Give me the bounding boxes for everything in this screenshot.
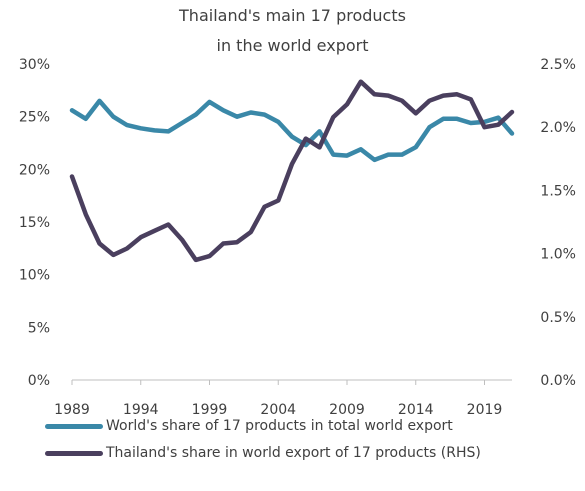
x-tick-label: 2014 [398, 402, 434, 418]
y-left-tick-label: 20% [19, 162, 50, 178]
series-line-world-share [69, 98, 515, 163]
y-left-tick-label: 30% [19, 57, 50, 73]
y-right-tick-label: 1.0% [540, 247, 576, 263]
y-left-tick-label: 0% [28, 373, 50, 389]
x-tick-label: 1989 [54, 402, 90, 418]
series-line-thailand-share [69, 79, 515, 263]
legend-swatch-world-share [45, 423, 103, 429]
y-right-tick-label: 2.0% [540, 120, 576, 136]
y-right-tick-label: 0.5% [540, 310, 576, 326]
y-right-tick-label: 1.5% [540, 183, 576, 199]
chart-title-line-2: in the world export [216, 36, 369, 55]
legend-item-world-share: World's share of 17 products in total wo… [45, 418, 453, 434]
x-tick-label: 2009 [329, 402, 365, 418]
y-right-tick-label: 0.0% [540, 373, 576, 389]
legend-label-thailand-share: Thailand's share in world export of 17 p… [106, 445, 481, 461]
y-left-tick-label: 5% [28, 320, 50, 336]
x-tick-label: 2004 [260, 402, 296, 418]
y-left-tick-label: 10% [19, 268, 50, 284]
y-right-tick-label: 2.5% [540, 57, 576, 73]
legend-swatch-thailand-share [45, 450, 103, 456]
chart-title-line-1: Thailand's main 17 products [179, 6, 406, 25]
x-tick-label: 1999 [192, 402, 228, 418]
x-tick-label: 2019 [467, 402, 503, 418]
y-left-tick-label: 15% [19, 215, 50, 231]
y-left-tick-label: 25% [19, 110, 50, 126]
legend-label-world-share: World's share of 17 products in total wo… [106, 418, 453, 434]
legend-item-thailand-share: Thailand's share in world export of 17 p… [45, 445, 481, 461]
x-tick-label: 1994 [123, 402, 159, 418]
